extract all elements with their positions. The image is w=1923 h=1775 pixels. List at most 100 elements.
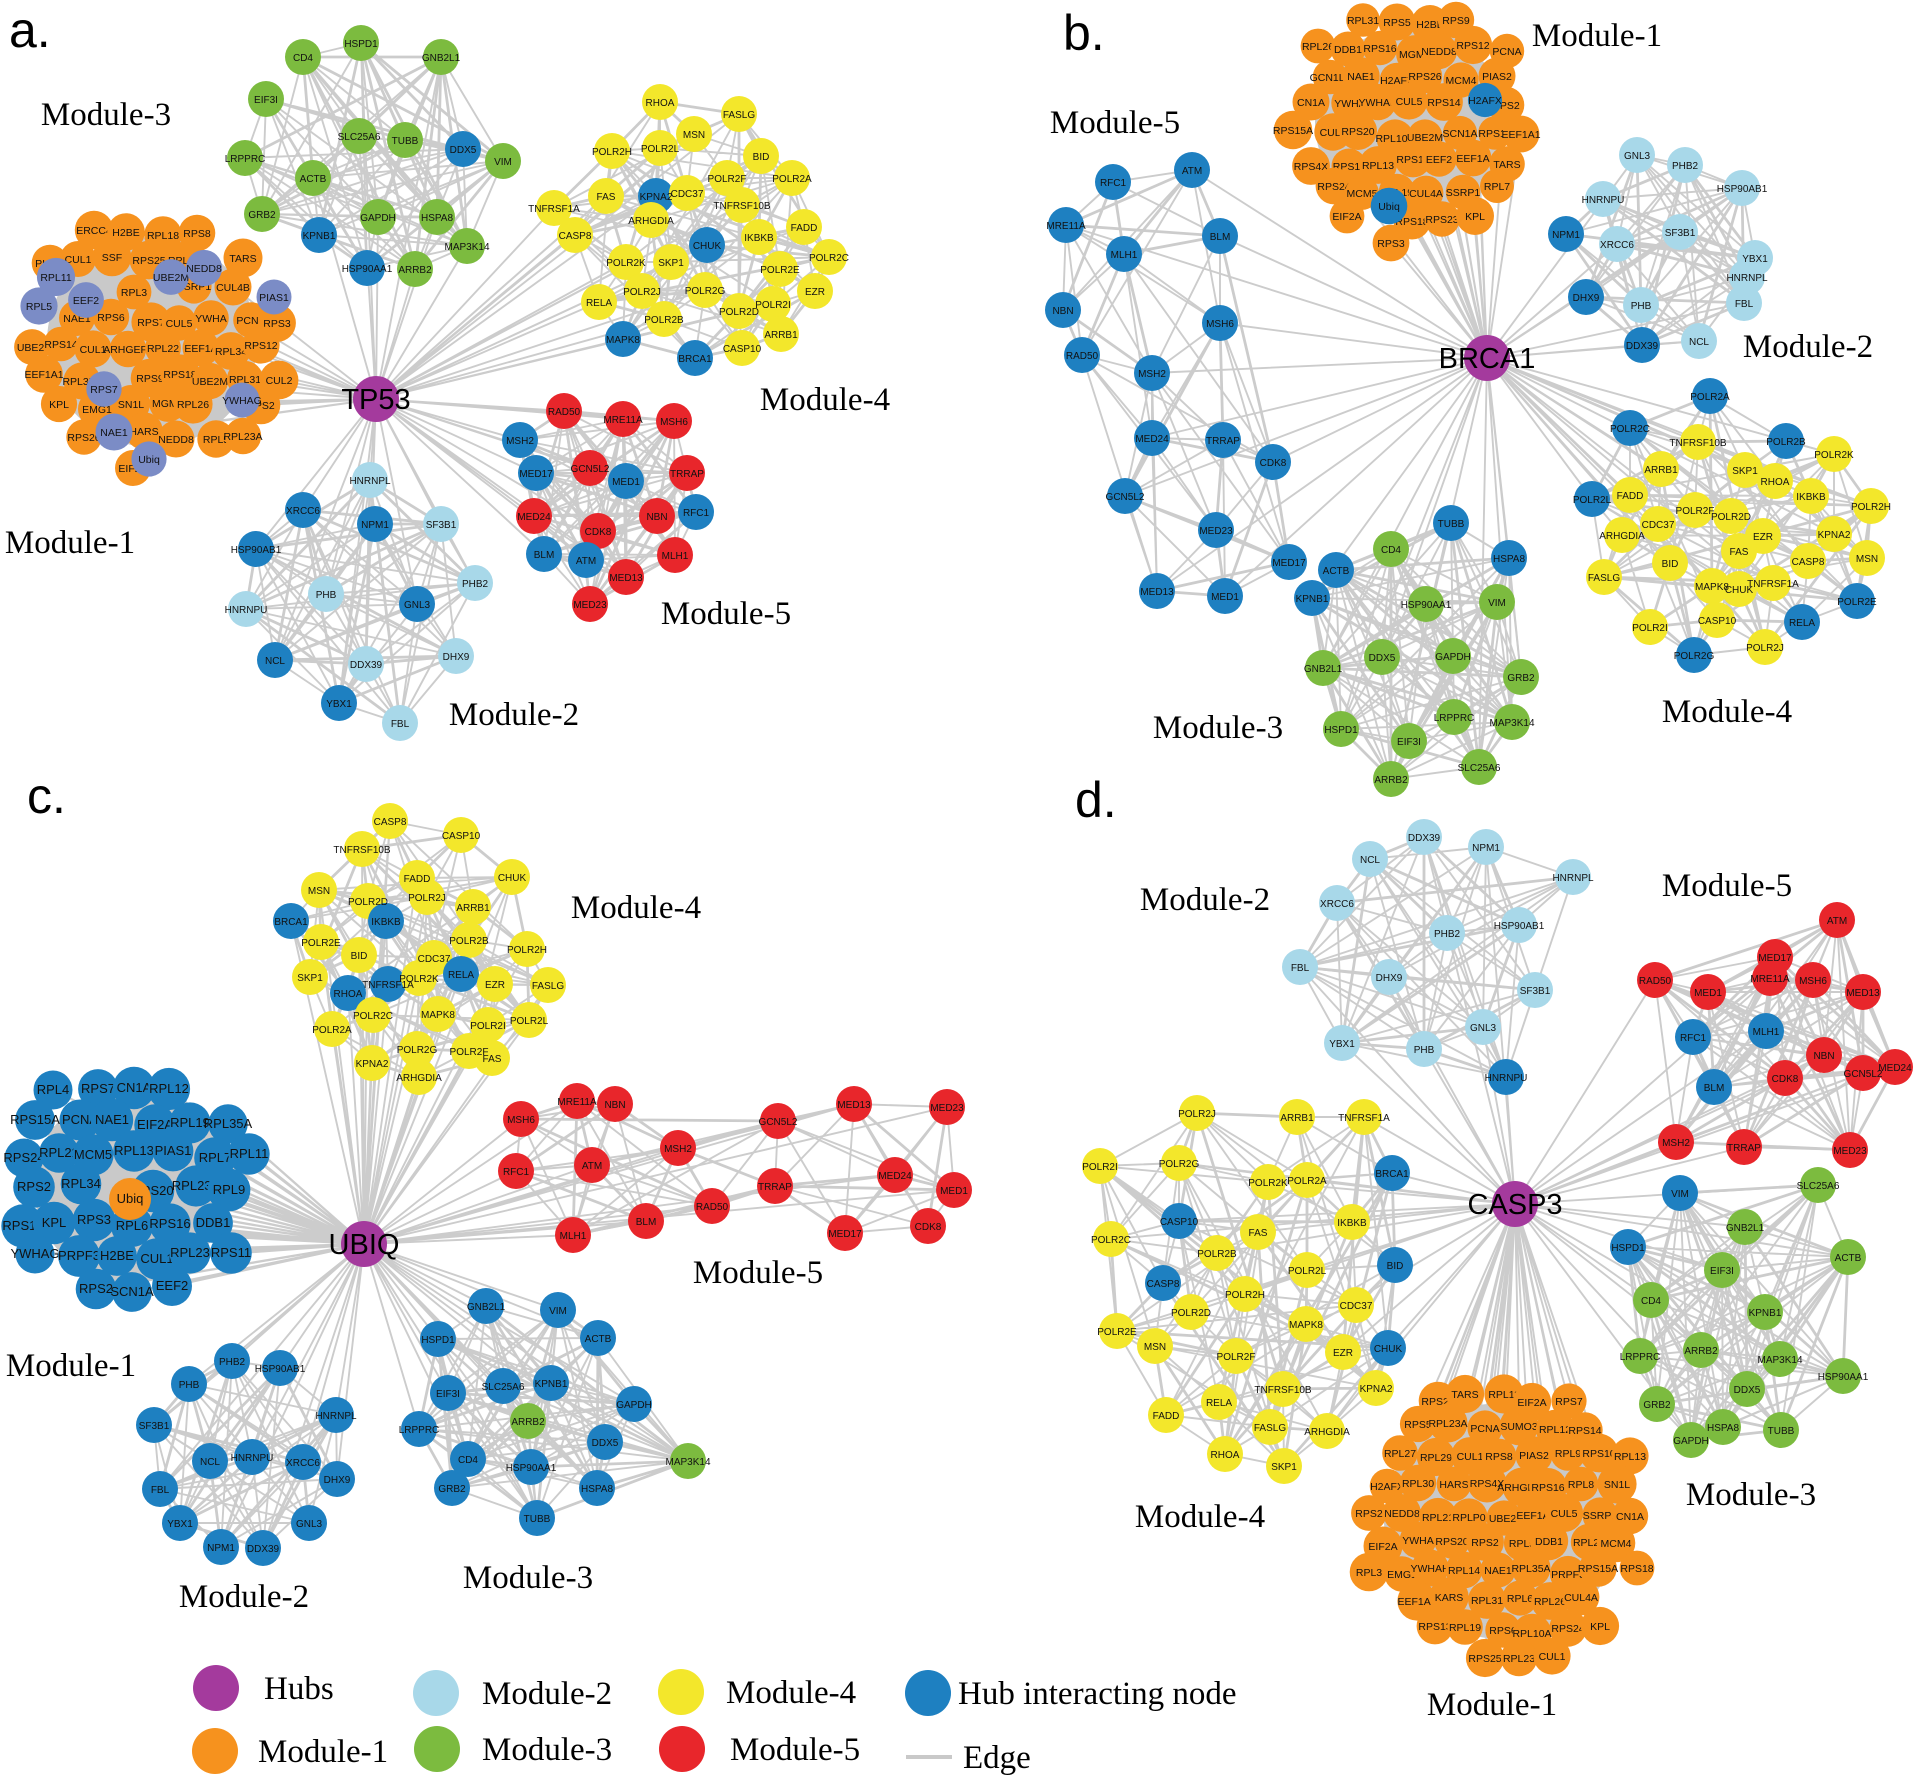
svg-text:MCM4: MCM4	[1446, 75, 1477, 87]
svg-text:NBN: NBN	[1052, 306, 1073, 317]
svg-text:MAPK8: MAPK8	[1695, 582, 1729, 593]
svg-text:RPL31: RPL31	[1347, 15, 1379, 27]
svg-text:PHB: PHB	[1631, 301, 1652, 312]
svg-text:HNRNPU: HNRNPU	[231, 1453, 274, 1464]
svg-text:NCL: NCL	[1689, 337, 1709, 348]
svg-text:RPL23A: RPL23A	[223, 431, 262, 443]
svg-text:RPS7: RPS7	[81, 1081, 115, 1096]
svg-text:TNFRSF10B: TNFRSF10B	[713, 201, 771, 212]
svg-text:POLR2B: POLR2B	[1766, 437, 1806, 448]
svg-text:GNB2L1: GNB2L1	[467, 1302, 506, 1313]
svg-text:EZR: EZR	[485, 980, 505, 991]
svg-text:CASP10: CASP10	[442, 831, 481, 842]
svg-text:Module-5: Module-5	[693, 1255, 823, 1291]
svg-text:SKP1: SKP1	[297, 973, 323, 984]
svg-text:RPL8: RPL8	[1568, 1479, 1594, 1491]
svg-text:DDX5: DDX5	[592, 1438, 619, 1449]
svg-text:Module-5: Module-5	[730, 1732, 860, 1768]
svg-text:RPS10: RPS10	[1582, 1448, 1615, 1460]
svg-text:ATM: ATM	[576, 556, 596, 567]
svg-text:Module-4: Module-4	[571, 890, 701, 926]
svg-text:H2BE: H2BE	[100, 1248, 134, 1263]
svg-text:CDC37: CDC37	[418, 954, 451, 965]
svg-text:RPS26: RPS26	[1408, 71, 1441, 83]
svg-text:POLR2E: POLR2E	[1837, 597, 1877, 608]
svg-text:CUL4B: CUL4B	[216, 282, 250, 294]
svg-text:FASLG: FASLG	[532, 981, 564, 992]
svg-text:SUMO3: SUMO3	[1500, 1421, 1538, 1433]
svg-text:CD4: CD4	[1641, 1296, 1661, 1307]
svg-text:DHX9: DHX9	[1573, 293, 1600, 304]
svg-text:MRE11A: MRE11A	[1750, 974, 1790, 985]
svg-text:UBIQ: UBIQ	[329, 1229, 400, 1261]
svg-text:RPS14: RPS14	[1427, 97, 1460, 109]
svg-text:NAE1: NAE1	[100, 427, 128, 439]
svg-text:HSPA8: HSPA8	[1707, 1423, 1739, 1434]
svg-text:RPS25: RPS25	[1468, 1653, 1501, 1665]
svg-text:RPS16: RPS16	[149, 1216, 190, 1231]
svg-text:MRE11A: MRE11A	[1046, 221, 1086, 232]
svg-text:MSH2: MSH2	[1138, 369, 1166, 380]
svg-text:NPM1: NPM1	[1472, 843, 1500, 854]
svg-text:Hubs: Hubs	[264, 1671, 334, 1707]
svg-text:VIM: VIM	[549, 1306, 567, 1317]
svg-text:GCN5L2: GCN5L2	[759, 1117, 798, 1128]
svg-text:POLR2D: POLR2D	[1171, 1308, 1211, 1319]
svg-text:GCN5L2: GCN5L2	[1844, 1069, 1883, 1080]
svg-text:IKBKB: IKBKB	[1796, 492, 1826, 503]
svg-text:RPL18: RPL18	[147, 230, 179, 242]
svg-text:IKBKB: IKBKB	[744, 233, 774, 244]
svg-text:YWHA: YWHA	[1402, 1535, 1434, 1547]
svg-text:KPNA2: KPNA2	[1818, 530, 1851, 541]
svg-text:UBE2M: UBE2M	[192, 376, 228, 388]
svg-text:MSH2: MSH2	[664, 1144, 692, 1155]
svg-text:RHOA: RHOA	[334, 989, 363, 1000]
svg-text:VIM: VIM	[494, 157, 512, 168]
svg-text:CDK8: CDK8	[1260, 458, 1287, 469]
svg-text:CUL1: CUL1	[140, 1251, 173, 1266]
svg-text:MED13: MED13	[1140, 587, 1174, 598]
svg-text:EIF2A: EIF2A	[1332, 211, 1361, 223]
svg-text:RFC1: RFC1	[503, 1167, 530, 1178]
svg-text:RPS9: RPS9	[1442, 15, 1470, 27]
svg-text:EIF3I: EIF3I	[1710, 1266, 1734, 1277]
svg-text:HARS: HARS	[1439, 1479, 1468, 1491]
svg-text:POLR2E: POLR2E	[760, 265, 800, 276]
svg-text:FADD: FADD	[404, 874, 431, 885]
svg-text:NAE1: NAE1	[95, 1112, 129, 1127]
svg-text:RPS4X: RPS4X	[1294, 161, 1328, 173]
svg-text:RPS3: RPS3	[1377, 238, 1405, 250]
svg-text:POLR2L: POLR2L	[1288, 1266, 1327, 1277]
svg-text:KPL: KPL	[1465, 211, 1485, 223]
svg-text:HARS: HARS	[129, 426, 158, 438]
svg-text:UBE2I: UBE2I	[1489, 1513, 1519, 1525]
svg-text:CD4: CD4	[458, 1455, 478, 1466]
svg-text:MED24: MED24	[878, 1171, 912, 1182]
svg-text:KPNA2: KPNA2	[640, 192, 673, 203]
svg-text:XRCC6: XRCC6	[1600, 240, 1634, 251]
svg-text:MSH6: MSH6	[507, 1115, 535, 1126]
svg-text:BLM: BLM	[534, 550, 555, 561]
svg-text:RPL26: RPL26	[177, 399, 209, 411]
svg-text:POLR2D: POLR2D	[1711, 512, 1751, 523]
svg-text:MED17: MED17	[1272, 558, 1306, 569]
svg-text:DDX39: DDX39	[1626, 341, 1659, 352]
svg-text:EIF2A: EIF2A	[1368, 1541, 1397, 1553]
svg-text:KPNB1: KPNB1	[535, 1379, 568, 1390]
svg-text:FBL: FBL	[1291, 963, 1310, 974]
svg-text:POLR2G: POLR2G	[1674, 651, 1715, 662]
svg-text:RPS12: RPS12	[1456, 40, 1489, 52]
svg-text:RPL3: RPL3	[1356, 1567, 1382, 1579]
svg-text:POLR2I: POLR2I	[470, 1021, 506, 1032]
svg-text:RPS2: RPS2	[17, 1179, 51, 1194]
svg-text:GNB2L1: GNB2L1	[422, 53, 461, 64]
svg-text:RPL19: RPL19	[170, 1115, 210, 1130]
svg-text:RPL26: RPL26	[1534, 1596, 1566, 1608]
svg-text:RPS15A: RPS15A	[1578, 1563, 1618, 1575]
svg-text:RPS25: RPS25	[132, 255, 165, 267]
svg-text:Ubiq: Ubiq	[138, 454, 160, 466]
svg-text:RPS14: RPS14	[1568, 1425, 1601, 1437]
svg-text:NCL: NCL	[265, 656, 285, 667]
svg-text:SLC25A6: SLC25A6	[1797, 1181, 1840, 1192]
svg-text:LRPPRC: LRPPRC	[1434, 713, 1475, 724]
